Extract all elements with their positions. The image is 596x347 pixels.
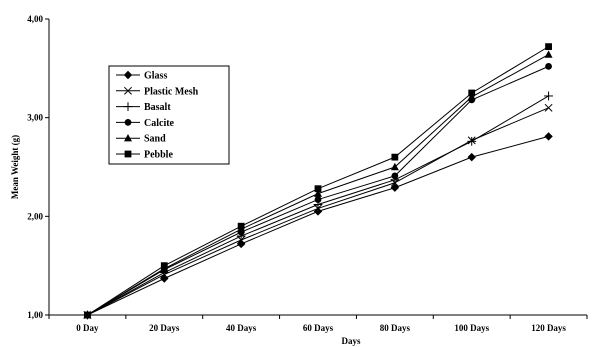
data-point-pebble <box>545 43 552 51</box>
series-pebble <box>84 43 552 319</box>
data-point-glass <box>236 239 246 249</box>
data-point-calcite <box>314 196 322 203</box>
legend-marker <box>124 119 132 126</box>
x-tick-label: 80 Days <box>380 323 411 333</box>
legend-label: Sand <box>144 134 166 145</box>
legend-item-sand: Sand <box>116 134 166 145</box>
data-point-plastic-mesh <box>544 103 553 112</box>
data-point-sand <box>390 162 399 171</box>
y-tick-label: 2,00 <box>27 211 43 221</box>
axes: 1,00 2,00 3,00 4,00 0 Day 20 Days 40 Days 60 Da… <box>27 14 588 333</box>
x-tick-label: 20 Days <box>149 323 180 333</box>
x-tick-label: 120 Days <box>531 323 566 333</box>
data-point-calcite <box>545 62 552 70</box>
legend-label: Plastic Mesh <box>144 86 199 97</box>
data-point-basalt <box>544 91 553 101</box>
legend: Glass Plastic Mesh Basalt Calcite Sand Pebble <box>108 65 230 165</box>
data-point-basalt <box>467 136 477 146</box>
data-point-glass <box>544 132 553 141</box>
legend-label: Calcite <box>144 118 175 129</box>
legend-marker <box>123 70 133 80</box>
data-point-pebble <box>314 185 322 193</box>
data-point-sand <box>314 189 322 197</box>
marker-stroke <box>124 86 132 95</box>
y-tick-label: 1,00 <box>27 310 43 320</box>
x-tick-label: 100 Days <box>454 323 489 333</box>
x-tick-label: 0 Day <box>76 323 99 333</box>
legend-label: Glass <box>144 71 167 82</box>
data-point-glass <box>467 152 476 162</box>
data-point-sand <box>467 92 476 101</box>
data-point-pebble <box>84 311 91 319</box>
x-tick-label: 40 Days <box>226 323 257 333</box>
legend-marker <box>123 102 133 111</box>
legend-item-glass: Glass <box>116 71 167 82</box>
legend-item-basalt: Basalt <box>116 102 171 113</box>
legend-marker <box>124 134 132 142</box>
legend-item-plastic-mesh: Plastic Mesh <box>116 86 199 97</box>
data-point-pebble <box>391 153 399 161</box>
legend-marker <box>124 86 132 95</box>
y-tick-label: 3,00 <box>27 113 43 123</box>
data-point-glass <box>390 183 400 192</box>
x-axis-title: Days <box>341 336 360 346</box>
legend-label: Basalt <box>144 102 171 113</box>
y-axis-title: Mean Weight (g) <box>10 135 20 199</box>
data-point-calcite <box>391 172 399 180</box>
series-layer <box>83 43 553 320</box>
x-tick-label: 60 Days <box>303 323 334 333</box>
legend-box <box>108 65 230 165</box>
legend-item-pebble: Pebble <box>116 150 173 161</box>
y-tick-label: 4,00 <box>27 14 43 24</box>
data-point-pebble <box>160 262 168 270</box>
marker-stroke <box>544 103 553 112</box>
data-point-pebble <box>237 222 245 230</box>
legend-marker <box>124 150 132 158</box>
legend-label: Pebble <box>144 150 173 161</box>
legend-item-calcite: Calcite <box>116 118 175 129</box>
data-point-sand <box>544 50 553 58</box>
data-point-pebble <box>468 89 476 97</box>
